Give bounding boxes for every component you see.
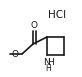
Text: N: N [43, 58, 49, 67]
Text: H: H [45, 64, 51, 73]
Text: O: O [11, 50, 18, 59]
Text: HCl: HCl [48, 10, 66, 20]
Text: H: H [47, 58, 53, 67]
Text: O: O [31, 21, 37, 30]
